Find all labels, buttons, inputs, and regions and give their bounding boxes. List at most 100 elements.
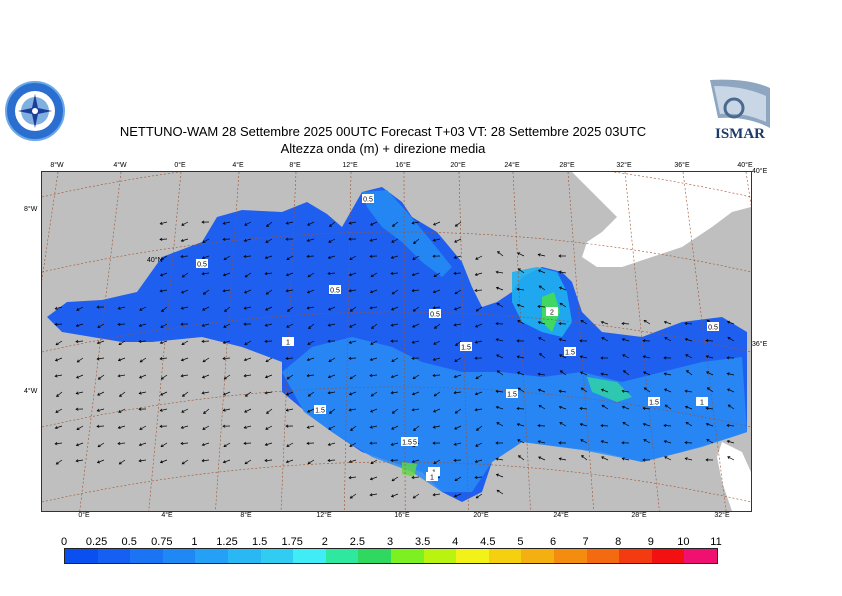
direction-arrow-head	[180, 238, 184, 243]
svg-text:0.5: 0.5	[363, 197, 373, 204]
direction-arrow-head	[537, 372, 541, 376]
direction-arrow	[391, 238, 399, 243]
direction-arrow	[434, 391, 441, 397]
direction-arrow	[244, 357, 252, 361]
direction-arrow	[76, 374, 84, 379]
direction-arrow	[623, 370, 630, 376]
direction-arrow-head	[495, 286, 499, 290]
direction-arrow	[391, 357, 399, 362]
direction-arrow-head	[516, 406, 520, 411]
direction-arrow	[391, 255, 399, 259]
direction-arrow	[705, 340, 714, 342]
direction-arrow-head	[285, 392, 290, 396]
direction-arrow-head	[202, 291, 206, 295]
direction-arrow-head	[453, 255, 457, 259]
direction-arrow	[307, 340, 315, 345]
direction-arrow-head	[474, 356, 478, 360]
direction-arrow	[517, 288, 525, 291]
direction-arrow-head	[244, 222, 248, 226]
direction-arrow-head	[159, 408, 163, 412]
direction-arrow-head	[54, 306, 58, 310]
direction-arrow-head	[75, 407, 79, 411]
direction-arrow-head	[663, 372, 667, 376]
direction-arrow	[434, 323, 441, 329]
direction-arrow	[76, 459, 84, 462]
direction-arrow	[581, 387, 588, 393]
direction-arrow-head	[118, 409, 122, 413]
direction-arrow-head	[54, 322, 58, 326]
direction-arrow	[706, 355, 714, 359]
direction-arrow	[203, 289, 210, 295]
direction-arrow	[140, 357, 147, 363]
direction-arrow	[223, 408, 231, 411]
direction-arrow	[328, 323, 336, 326]
direction-arrow-head	[222, 356, 226, 361]
svg-text:1.5: 1.5	[315, 408, 325, 415]
direction-arrow	[161, 374, 168, 380]
legend-value: 11	[710, 536, 722, 548]
contour-label: 1.5	[401, 437, 413, 447]
direction-arrow-head	[264, 442, 268, 447]
bottom-lon-label: 0°E	[78, 512, 90, 519]
direction-arrow	[496, 489, 504, 495]
direction-arrow-head	[266, 223, 270, 227]
direction-arrow-head	[97, 392, 101, 396]
direction-arrow-head	[685, 354, 689, 358]
direction-arrow-head	[412, 257, 416, 260]
direction-arrow	[244, 408, 252, 413]
direction-arrow-head	[581, 455, 585, 459]
direction-arrow	[286, 255, 294, 260]
direction-arrow-head	[370, 222, 374, 226]
direction-arrow-head	[537, 388, 541, 392]
direction-arrow-head	[433, 274, 437, 277]
direction-arrow-head	[517, 268, 521, 272]
direction-arrow	[76, 323, 84, 327]
direction-arrow	[601, 389, 609, 393]
direction-arrow	[328, 306, 336, 311]
direction-arrow	[265, 357, 273, 362]
direction-arrow-head	[538, 404, 542, 408]
direction-arrow	[539, 285, 546, 291]
direction-arrow-head	[201, 391, 205, 395]
direction-arrow-head	[96, 357, 100, 361]
direction-arrow-head	[180, 290, 185, 294]
bottom-lon-label: 24°E	[553, 512, 569, 519]
direction-arrow-head	[684, 441, 688, 445]
direction-arrow-head	[474, 324, 479, 328]
direction-arrow	[538, 321, 546, 325]
direction-arrow	[349, 272, 357, 276]
direction-arrow-head	[474, 272, 478, 277]
direction-arrow-head	[327, 458, 331, 463]
direction-arrow	[411, 476, 420, 479]
contour-label: 0.5	[329, 285, 341, 295]
direction-arrow-head	[475, 495, 479, 499]
direction-arrow-head	[327, 339, 331, 343]
direction-arrow-head	[306, 441, 310, 445]
direction-arrow	[55, 408, 63, 413]
direction-arrow	[412, 323, 420, 328]
direction-arrow-head	[348, 237, 352, 241]
contour-label: 1.5	[648, 397, 660, 407]
direction-arrow	[622, 390, 630, 393]
direction-arrow	[413, 306, 420, 312]
direction-arrow	[182, 459, 189, 465]
contour-label: 1	[696, 397, 708, 407]
direction-arrow	[433, 272, 441, 277]
svg-text:2: 2	[550, 310, 554, 317]
direction-arrow-head	[642, 355, 646, 359]
direction-arrow	[370, 238, 378, 242]
direction-arrow	[202, 306, 210, 311]
legend-swatch	[586, 549, 620, 563]
direction-arrow	[538, 456, 546, 461]
lat-inner-label: 40°N	[147, 256, 163, 264]
direction-arrow-head	[474, 459, 478, 463]
direction-arrow-head	[496, 370, 500, 374]
direction-arrow-head	[600, 424, 604, 428]
direction-arrow	[75, 340, 84, 343]
sea-central-med	[282, 337, 747, 492]
direction-arrow-head	[244, 274, 248, 278]
direction-arrow	[580, 320, 588, 325]
direction-arrow	[265, 323, 273, 327]
direction-arrow	[706, 407, 714, 410]
direction-arrow	[328, 425, 336, 430]
